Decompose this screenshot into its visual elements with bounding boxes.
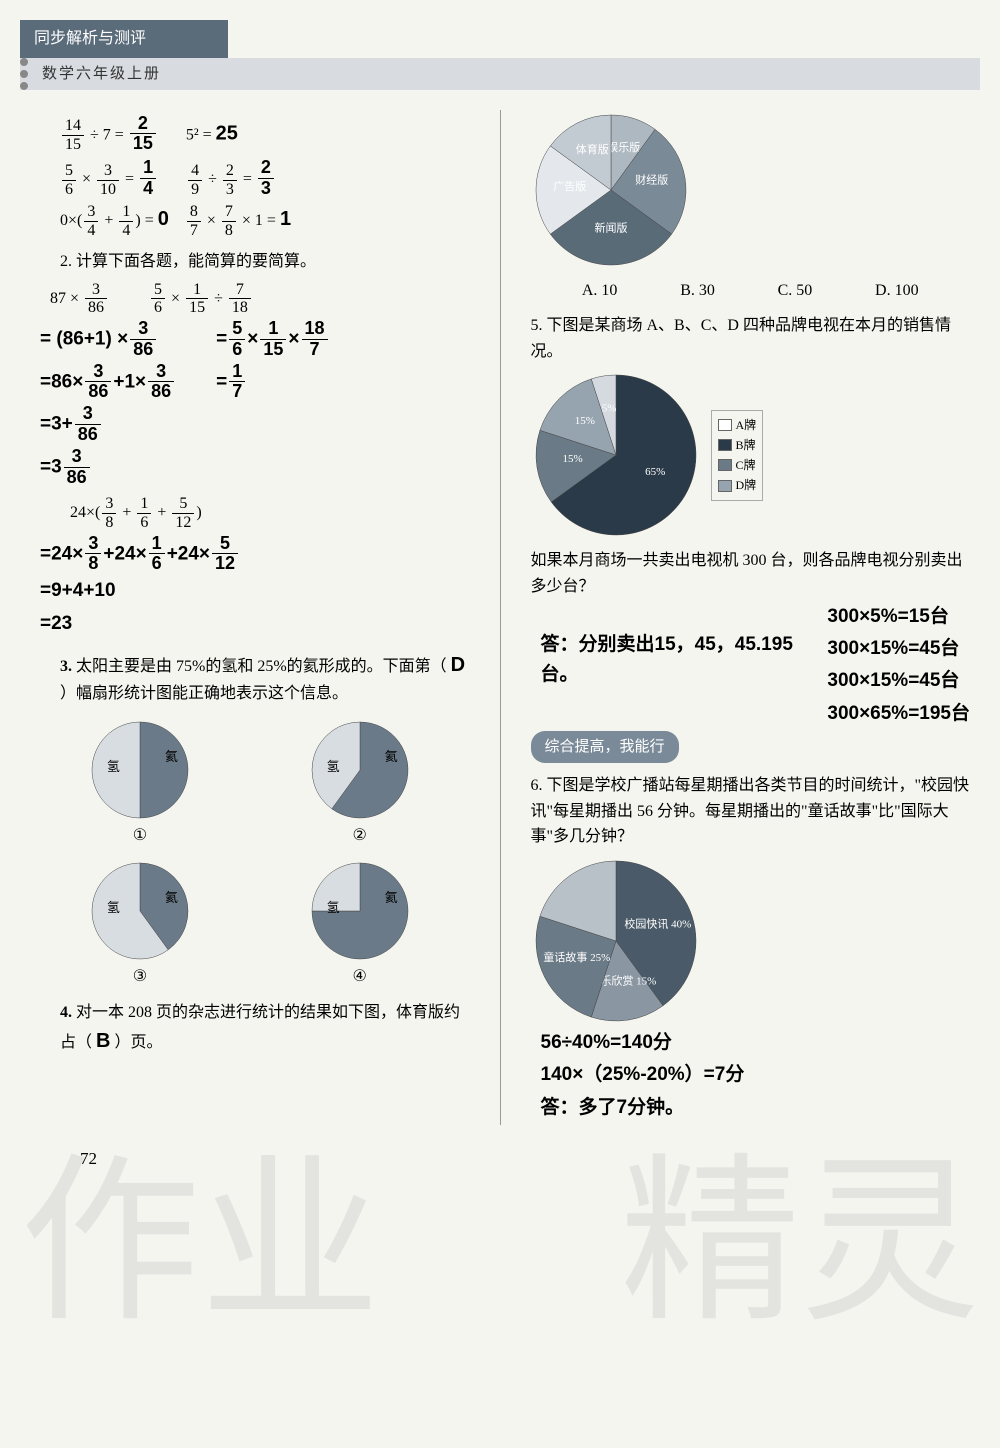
q5-calc-3: 300×15%=45台 [817,666,970,696]
q6-pie-chart: 校园快讯 40%音乐欣赏 15%童话故事 25% [531,856,971,1026]
q5-calc-1: 300×5%=15台 [817,602,970,632]
svg-text:财经版: 财经版 [635,172,668,186]
right-column: 娱乐版财经版新闻版 广告版 体育版 A. 10 B. 30 C. 50 D. 100… [521,110,981,1125]
q3-text: 3. 太阳主要是由 75%的氢和 25%的氦形成的。下面第（ D ）幅扇形统计图… [60,649,470,707]
header-title: 同步解析与测评 [20,20,228,58]
q5-text2: 如果本月商场一共卖出电视机 300 台，则各品牌电视分别卖出多少台？ [531,548,971,599]
q2c-line2: =9+4+10 [30,576,470,606]
q4-opt-d: D. 100 [875,278,919,304]
svg-text:15%: 15% [574,415,594,427]
q6-text: 6. 下图是学校广播站每星期播出各类节目的时间统计，"校园快讯"每星期播出 56… [531,773,971,850]
q5-pie-chart: 65% 15% 15% 5% [531,370,701,540]
watermark-right: 精灵 [620,1100,980,1388]
q4-opt-a: A. 10 [582,278,618,304]
q4-text: 4. 对一本 208 页的杂志进行统计的结果如下图，体育版约占（ B ）页。 [60,1000,470,1058]
q5-badge: 综合提高，我能行 [531,731,679,763]
svg-text:15%: 15% [562,453,582,465]
svg-text:校园快讯 40%: 校园快讯 40% [624,916,691,930]
svg-text:娱乐版: 娱乐版 [607,139,640,153]
q2-title: 2. 计算下面各题，能简算的要简算。 [60,249,470,275]
svg-text:5%: 5% [601,403,616,415]
q1-ans-6: 1 [280,208,291,230]
q1-ans-5: 0 [158,208,169,230]
q1-ans-2: 25 [216,122,238,144]
q5-calc-2: 300×15%=45台 [817,634,970,664]
q5-ans-left: 答：分别卖出15，45，45.195台。 [531,630,802,691]
svg-text:65%: 65% [645,466,665,478]
q4-opt-b: B. 30 [680,278,715,304]
q2c-line3: =23 [30,609,470,639]
q6-calc-3: 答：多了7分钟。 [531,1093,971,1123]
svg-text:广告版: 广告版 [553,179,586,193]
q4-pie-chart: 娱乐版财经版新闻版 广告版 体育版 [531,110,971,270]
q4-opt-c: C. 50 [778,278,813,304]
svg-text:新闻版: 新闻版 [594,220,627,234]
q6-calc-2: 140×（25%-20%）=7分 [531,1060,971,1090]
left-column: 1415 ÷ 7 = 215 5² = 25 56 × 310 = 14 49 … [20,110,480,1125]
page-number: 72 [20,1145,980,1172]
q5-calc-4: 300×65%=195台 [817,699,970,729]
q6-calc-1: 56÷40%=140分 [531,1028,971,1058]
q3-pie-row: 氢 氦 ① 氢 氦 ② [30,717,470,849]
svg-text:童话故事 25%: 童话故事 25% [543,950,610,964]
q5-text: 5. 下图是某商场 A、B、C、D 四种品牌电视在本月的销售情况。 [531,313,971,364]
header-subtitle: 数学六年级上册 [20,58,980,90]
q3-pie-row-2: 氢 氦 ③ 氢 氦 ④ [30,858,470,990]
watermark-left: 作业 [20,1100,380,1388]
svg-text:体育版: 体育版 [575,142,608,156]
q5-legend: A牌B牌C牌D牌 [711,410,764,502]
